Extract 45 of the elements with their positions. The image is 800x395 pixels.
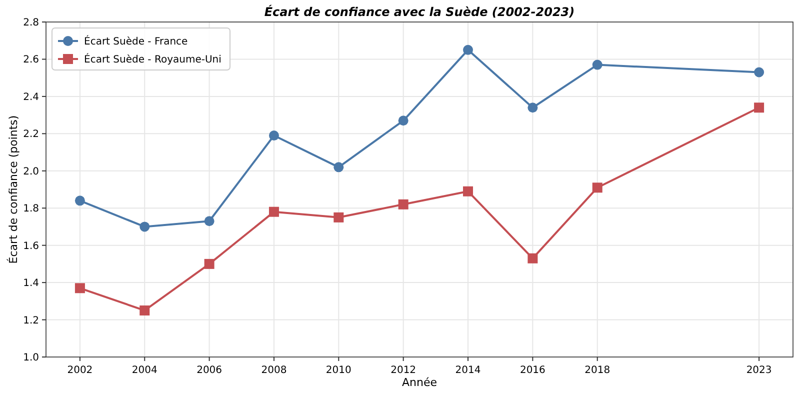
point — [528, 102, 538, 113]
point — [528, 253, 538, 264]
point — [463, 186, 474, 196]
x-tick-label: 2006 — [196, 365, 222, 376]
x-tick-label: 2023 — [746, 365, 772, 376]
y-tick-label: 2.0 — [23, 166, 39, 178]
y-tick-label: 1.2 — [23, 315, 39, 326]
y-tick-label: 2.4 — [23, 92, 39, 103]
point — [204, 216, 214, 226]
point — [204, 258, 214, 269]
point — [334, 162, 344, 172]
point — [398, 116, 408, 126]
x-tick-label: 2014 — [455, 365, 481, 376]
y-tick-label: 2.6 — [23, 54, 39, 66]
y-tick-label: 1.6 — [23, 240, 39, 252]
point — [398, 199, 408, 210]
point — [754, 102, 764, 113]
point — [268, 130, 279, 141]
y-tick-label: 1.8 — [23, 204, 39, 215]
point — [140, 222, 150, 232]
y-tick-label: 2.8 — [23, 18, 39, 28]
point — [463, 44, 474, 55]
y-tick-label: 2.2 — [23, 129, 39, 140]
x-tick-label: 2010 — [326, 365, 352, 376]
point — [74, 283, 85, 294]
x-tick-label: 2002 — [67, 365, 93, 376]
y-tick-label: 1.4 — [23, 278, 39, 290]
x-tick-label: 2016 — [520, 365, 546, 376]
point — [140, 305, 150, 316]
x-tick-label: 2018 — [584, 365, 610, 376]
point — [74, 196, 85, 206]
point — [334, 212, 344, 222]
y-axis-title: Écart de confiance (points) — [6, 115, 20, 264]
y-tick-label: 1.0 — [23, 352, 39, 364]
point — [592, 182, 602, 193]
x-axis-title: Année — [402, 376, 438, 389]
legend-label: Écart Suède - Royaume-Uni — [84, 52, 222, 66]
legend-label: Écart Suède - France — [84, 34, 188, 48]
x-tick-label: 2004 — [132, 365, 158, 376]
point — [592, 60, 602, 70]
x-tick-label: 2012 — [390, 365, 416, 376]
chart-title: Écart de confiance avec la Suède (2002-2023) — [264, 4, 575, 19]
x-tick-label: 2008 — [261, 365, 287, 376]
point — [754, 67, 764, 78]
point — [268, 206, 279, 217]
